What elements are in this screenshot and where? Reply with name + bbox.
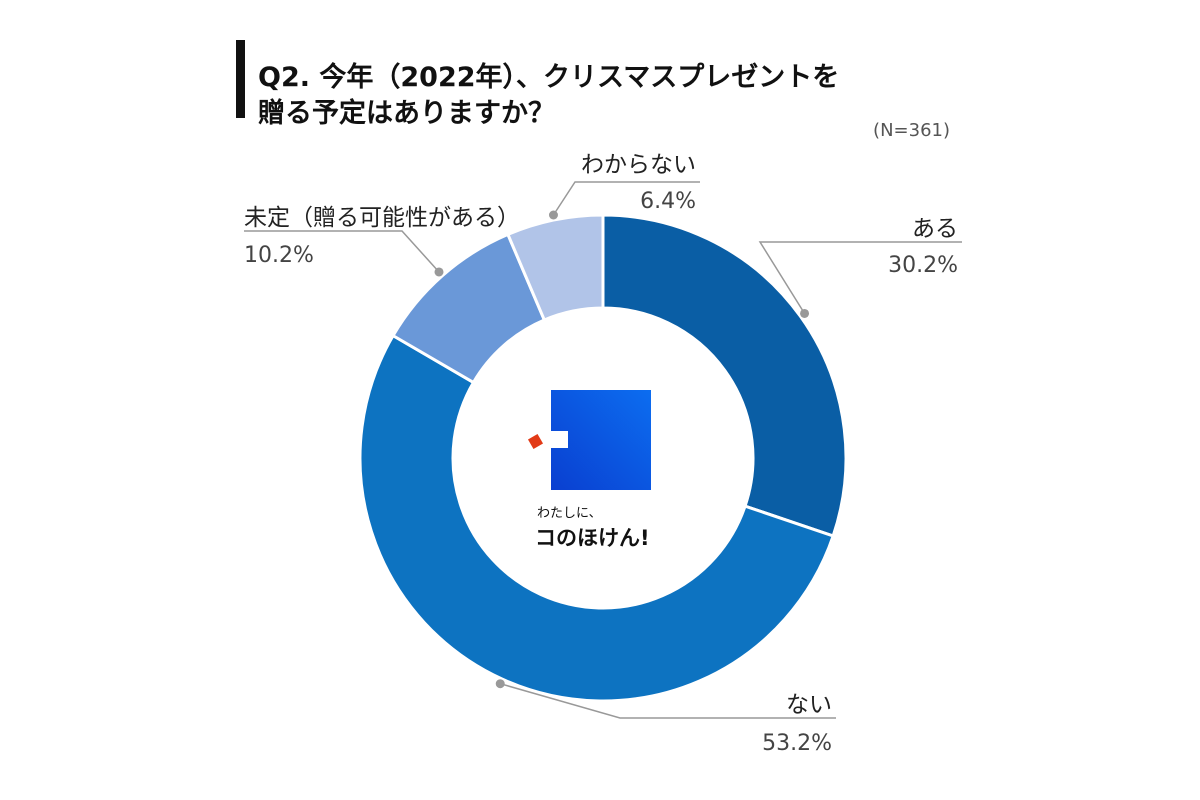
slice-value-0: 30.2% xyxy=(888,253,958,278)
leader-dot-0 xyxy=(800,308,810,318)
logo-name: コのほけん! xyxy=(535,526,650,550)
leader-lines xyxy=(244,181,962,719)
slice-labels: ある 30.2% ない 53.2% 未定（贈る可能性がある） 10.2% わからない 6.4% xyxy=(244,152,958,756)
donut-slice-0 xyxy=(601,213,848,538)
slice-label-0: ある xyxy=(912,216,958,242)
slice-label-1: ない xyxy=(786,692,832,718)
chart-title: Q2. 今年（2022年）、クリスマスプレゼントを 贈る予定はありますか？ xyxy=(258,62,840,129)
logo-notch xyxy=(547,431,568,448)
donut-slices xyxy=(358,213,848,703)
donut-slice-1 xyxy=(358,333,836,703)
leader-line-2 xyxy=(244,230,440,273)
logo-tagline: わたしに、 xyxy=(537,506,602,521)
leader-dot-3 xyxy=(548,210,558,220)
leader-line-1 xyxy=(500,682,836,719)
logo-red-diamond-icon xyxy=(527,433,544,450)
leader-line-0 xyxy=(758,241,962,314)
slice-label-3: わからない xyxy=(581,152,696,178)
slice-value-2: 10.2% xyxy=(244,243,314,268)
leader-line-3 xyxy=(552,181,700,216)
leader-dot-1 xyxy=(495,679,505,689)
leader-dot-2 xyxy=(434,267,444,277)
title-accent-bar xyxy=(236,40,245,118)
slice-value-1: 53.2% xyxy=(762,731,832,756)
center-logo: わたしに、 コのほけん! xyxy=(527,390,651,550)
slice-value-3: 6.4% xyxy=(640,189,696,214)
donut-slice-3 xyxy=(505,213,605,322)
slice-label-2: 未定（贈る可能性がある） xyxy=(244,205,520,231)
sample-size: (N=361) xyxy=(873,120,950,141)
